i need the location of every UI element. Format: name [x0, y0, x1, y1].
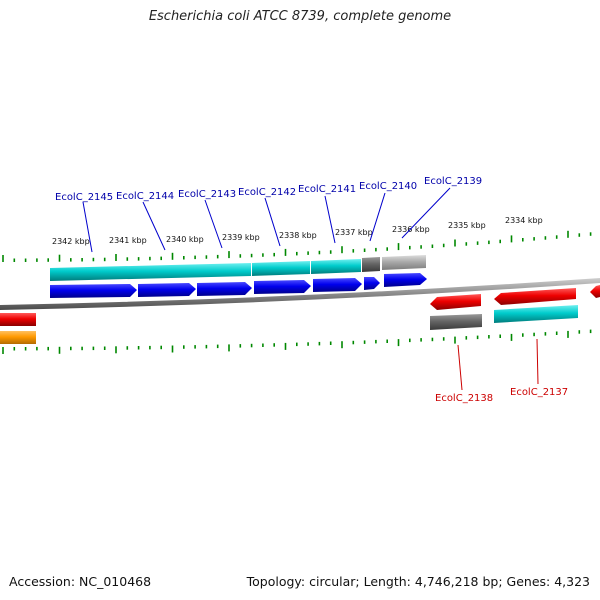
outer-tick-row	[2, 230, 592, 262]
gene-feature[interactable]	[494, 305, 578, 323]
gene-label[interactable]: EcolC_2138	[435, 393, 493, 404]
cds-arrow-forward[interactable]	[384, 273, 427, 287]
cds-arrow-reverse[interactable]	[590, 285, 600, 298]
gene-label[interactable]: EcolC_2139	[424, 176, 482, 187]
inner-tick-row	[2, 329, 592, 354]
cds-arrow-forward[interactable]	[197, 282, 252, 296]
leader-line	[369, 192, 386, 242]
gene-label[interactable]: EcolC_2143	[178, 189, 236, 200]
gene-feature[interactable]	[50, 263, 251, 281]
leader-line	[324, 195, 336, 244]
accession-text: Accession: NC_010468	[9, 574, 152, 589]
gene-feature[interactable]	[252, 261, 310, 276]
cds-arrow-forward[interactable]	[364, 277, 380, 290]
gene-label[interactable]: EcolC_2144	[116, 191, 174, 202]
gene-label[interactable]: EcolC_2145	[55, 192, 113, 203]
misc-feature[interactable]	[382, 255, 426, 270]
scale-labels: 2342 kbp 2341 kbp 2340 kbp 2339 kbp 2338…	[52, 216, 543, 246]
leader-line	[142, 201, 166, 251]
forward-cds-row	[50, 273, 427, 298]
cds-arrow-reverse[interactable]	[0, 313, 36, 326]
leader-line	[264, 197, 281, 247]
leader-line	[536, 338, 539, 385]
leader-line	[204, 199, 223, 249]
scale-label: 2342 kbp	[52, 237, 90, 246]
genome-summary-text: Topology: circular; Length: 4,746,218 bp…	[246, 574, 590, 589]
cds-arrow-forward[interactable]	[138, 283, 196, 297]
gene-label[interactable]: EcolC_2141	[298, 184, 356, 195]
pseudo-gene-feature[interactable]	[430, 314, 482, 330]
reverse-gene-features	[0, 305, 578, 344]
leader-line	[82, 201, 93, 253]
gene-label[interactable]: EcolC_2140	[359, 181, 417, 192]
genome-title: Escherichia coli ATCC 8739, complete gen…	[148, 9, 452, 24]
forward-gene-labels: EcolC_2145 EcolC_2144 EcolC_2143 EcolC_2…	[55, 176, 482, 253]
genome-backbone	[0, 278, 600, 310]
reverse-cds-row	[0, 285, 600, 326]
scale-label: 2338 kbp	[279, 231, 317, 240]
scale-label: 2334 kbp	[505, 216, 543, 225]
leader-line	[401, 187, 451, 239]
forward-gene-features	[50, 255, 426, 281]
scale-label: 2340 kbp	[166, 235, 204, 244]
cds-arrow-reverse[interactable]	[430, 294, 481, 310]
scale-label: 2337 kbp	[335, 228, 373, 237]
gene-feature[interactable]	[311, 259, 361, 274]
scale-label: 2335 kbp	[448, 221, 486, 230]
cds-arrow-forward[interactable]	[50, 284, 137, 298]
scale-label: 2339 kbp	[222, 233, 260, 242]
other-feature[interactable]	[0, 331, 36, 344]
leader-line	[457, 344, 463, 391]
cds-arrow-forward[interactable]	[313, 278, 362, 292]
pseudo-gene-feature[interactable]	[362, 257, 380, 272]
cds-arrow-reverse[interactable]	[494, 288, 576, 305]
reverse-gene-labels: EcolC_2138 EcolC_2137	[435, 338, 568, 404]
gene-label[interactable]: EcolC_2137	[510, 387, 568, 398]
cds-arrow-forward[interactable]	[254, 280, 311, 294]
scale-label: 2341 kbp	[109, 236, 147, 245]
gene-label[interactable]: EcolC_2142	[238, 187, 296, 198]
